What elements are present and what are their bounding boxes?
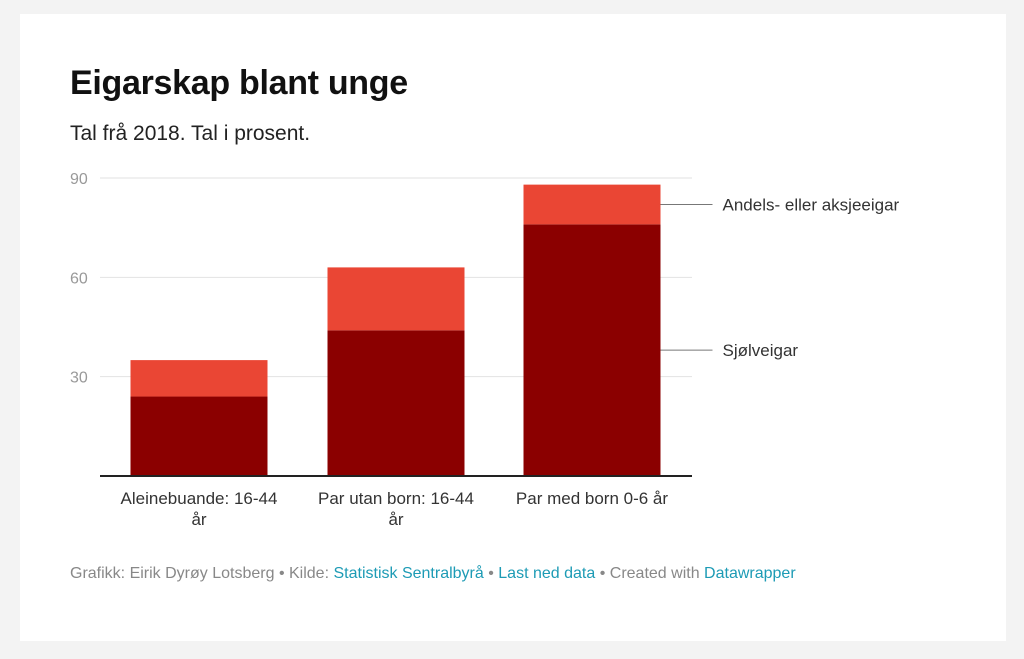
bar-segment [327, 330, 465, 476]
series-label: Andels- eller aksjeeigar [723, 195, 900, 214]
created-with-text: Created with [609, 565, 700, 582]
x-tick-label: Par med born 0-6 år [516, 489, 668, 508]
x-tick-label: Par utan born: 16-44 [318, 489, 474, 508]
chart-title: Eigarskap blant unge [70, 64, 408, 102]
datawrapper-link[interactable]: Datawrapper [704, 565, 796, 582]
bar-segment [327, 267, 465, 331]
chart-card: Eigarskap blant unge Tal frå 2018. Tal i… [20, 14, 1006, 641]
source-link[interactable]: Statistisk Sentralbyrå [333, 565, 484, 582]
series-label: Sjølveigar [723, 341, 799, 360]
source-label: Kilde: [289, 565, 330, 582]
chart-subtitle: Tal frå 2018. Tal i prosent. [70, 122, 311, 145]
y-tick-label: 60 [70, 270, 88, 287]
x-tick-label: år [191, 510, 206, 529]
footer-separator: • [488, 565, 494, 582]
stacked-bar-chart: 30 60 90 Aleinebuande: 16-44 år Par utan bor… [70, 171, 900, 529]
footer-separator: • [599, 565, 606, 582]
x-tick-label: år [388, 510, 403, 529]
chart-footer: Grafikk: Eirik Dyrøy Lotsberg • Kilde: S… [70, 565, 796, 583]
bar-segment [130, 396, 268, 476]
y-tick-label: 90 [70, 171, 88, 188]
bar-segment [523, 184, 661, 225]
credit-text: Grafikk: Eirik Dyrøy Lotsberg [70, 565, 275, 582]
bar-segment [130, 360, 268, 397]
axis-layer: Aleinebuande: 16-44 år Par utan born: 16-4… [100, 475, 692, 529]
label-layer: Sjølveigar Andels- eller aksjeeigar [660, 195, 900, 360]
bar-segment [523, 224, 661, 476]
download-data-link[interactable]: Last ned data [498, 565, 596, 582]
x-tick-label: Aleinebuande: 16-44 [121, 489, 278, 508]
y-tick-label: 30 [70, 370, 88, 387]
bars-layer [130, 184, 661, 476]
footer-separator: • [278, 565, 285, 582]
